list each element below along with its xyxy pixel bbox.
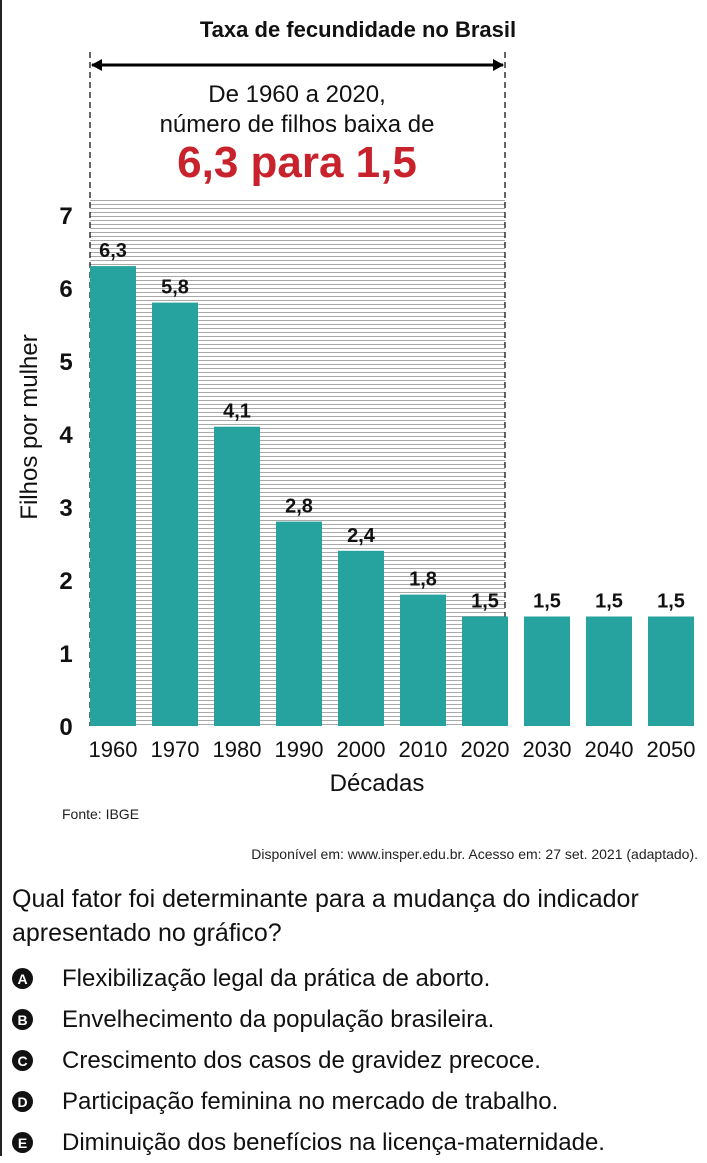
y-tick-label: 6 xyxy=(59,276,72,303)
bar-1960 xyxy=(90,266,136,726)
answer-options: A Flexibilização legal da prática de abo… xyxy=(12,958,707,1163)
option-a-text: Flexibilização legal da prática de abort… xyxy=(62,964,491,992)
x-axis-label: Décadas xyxy=(330,770,425,797)
option-d-letter: D xyxy=(12,1091,33,1112)
x-tick-label: 2010 xyxy=(399,737,448,762)
option-c-letter: C xyxy=(12,1050,33,1071)
x-tick-label: 2040 xyxy=(585,737,634,762)
x-tick-label: 2020 xyxy=(461,737,510,762)
bar-value-label: 2,4 xyxy=(347,525,376,547)
x-axis-tick-labels: 1960 1970 1980 1990 2000 2010 2020 2030 2040 2050 xyxy=(89,737,696,762)
option-d[interactable]: D Participação feminina no mercado de tr… xyxy=(12,1081,707,1122)
availability-note: Disponível em: www.insper.edu.br. Acesso… xyxy=(251,846,698,862)
x-tick-label: 1970 xyxy=(151,737,200,762)
option-c-text: Crescimento dos casos de gravidez precoc… xyxy=(62,1046,541,1074)
bar-2000 xyxy=(338,550,384,726)
bar-1990 xyxy=(276,521,322,726)
option-e-letter: E xyxy=(12,1132,33,1153)
y-tick-label: 5 xyxy=(59,349,72,376)
option-d-text: Participação feminina no mercado de trab… xyxy=(62,1087,559,1115)
bar-value-label: 1,5 xyxy=(595,591,623,613)
bar-2020 xyxy=(462,616,508,726)
x-tick-label: 1980 xyxy=(213,737,262,762)
y-tick-label: 3 xyxy=(59,495,72,522)
fertility-chart: Taxa de fecundidade no Brasil De 1960 a … xyxy=(16,17,696,797)
y-tick-label: 2 xyxy=(59,568,72,595)
source-note: Fonte: IBGE xyxy=(62,806,140,822)
x-tick-label: 1990 xyxy=(275,737,324,762)
annotation-line-1: De 1960 a 2020, xyxy=(208,81,385,108)
bar-2050 xyxy=(648,616,694,726)
option-a-letter: A xyxy=(12,968,33,989)
bar-value-label: 1,5 xyxy=(657,591,685,613)
option-c[interactable]: C Crescimento dos casos de gravidez prec… xyxy=(12,1040,707,1081)
option-a[interactable]: A Flexibilização legal da prática de abo… xyxy=(12,958,707,999)
y-tick-label: 7 xyxy=(59,203,72,230)
bar-value-label: 1,8 xyxy=(409,569,437,591)
bar-value-label: 5,8 xyxy=(161,277,189,299)
bar-2030 xyxy=(524,616,570,726)
bar-value-label: 1,5 xyxy=(533,591,561,613)
x-tick-label: 2030 xyxy=(523,737,572,762)
y-tick-label: 1 xyxy=(59,641,72,668)
y-tick-label: 4 xyxy=(59,422,73,449)
option-b[interactable]: B Envelhecimento da população brasileira… xyxy=(12,999,707,1040)
bar-1970 xyxy=(152,302,198,726)
bar-value-label: 1,5 xyxy=(471,591,499,613)
y-axis-label: Filhos por mulher xyxy=(16,334,43,519)
y-axis-ticks: 0 1 2 3 4 5 6 7 xyxy=(59,203,73,741)
x-tick-label: 2050 xyxy=(647,737,696,762)
x-tick-label: 2000 xyxy=(337,737,386,762)
y-tick-label: 0 xyxy=(59,714,72,741)
bar-value-label: 2,8 xyxy=(285,496,313,518)
option-e-text: Diminuição dos benefícios na licença-mat… xyxy=(62,1128,605,1156)
x-tick-label: 1960 xyxy=(89,737,138,762)
option-b-text: Envelhecimento da população brasileira. xyxy=(62,1005,495,1033)
bar-value-label: 4,1 xyxy=(223,401,251,423)
bars: 6,3 5,8 4,1 2,8 2,4 1,8 1,5 1,5 1,5 1,5 xyxy=(90,240,694,726)
bar-1980 xyxy=(214,426,260,726)
bar-2040 xyxy=(586,616,632,726)
option-e[interactable]: E Diminuição dos benefícios na licença-m… xyxy=(12,1122,707,1163)
page-left-rule xyxy=(0,0,2,1156)
chart-title: Taxa de fecundidade no Brasil xyxy=(200,17,516,42)
question-text: Qual fator foi determinante para a mudan… xyxy=(12,885,639,947)
bar-2010 xyxy=(400,594,446,726)
bar-value-label: 6,3 xyxy=(99,240,127,262)
annotation-emphasis: 6,3 para 1,5 xyxy=(177,138,417,187)
annotation-line-2: número de filhos baixa de xyxy=(160,111,435,138)
option-b-letter: B xyxy=(12,1009,33,1030)
